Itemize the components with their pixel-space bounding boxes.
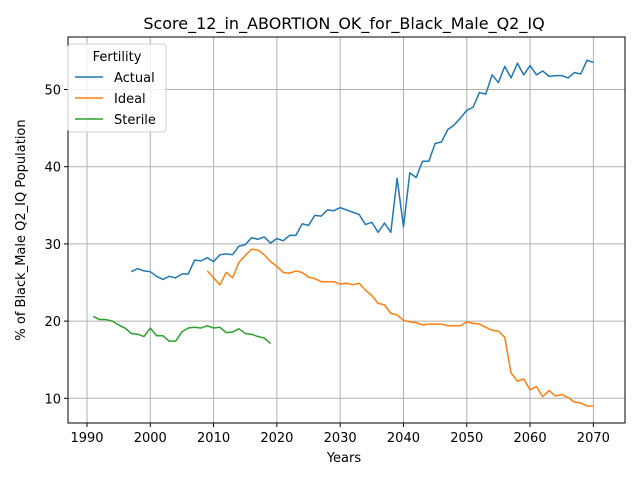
x-tick-label: 2020 — [260, 431, 293, 446]
x-axis-label: Years — [326, 451, 362, 466]
series-line-actual — [130, 59, 594, 281]
y-tick-label: 40 — [44, 161, 61, 176]
series-line-sterile — [92, 315, 272, 345]
plot-frame — [67, 36, 626, 424]
x-tick-label: 2070 — [577, 431, 610, 446]
x-tick-label: 2060 — [514, 431, 547, 446]
y-axis-label: % of Black_Male Q2_IQ Population — [14, 119, 29, 340]
series-lines — [92, 59, 594, 407]
chart-title: Score_12_in_ABORTION_OK_for_Black_Male_Q… — [143, 14, 544, 34]
x-tick-label: 2030 — [324, 431, 357, 446]
legend-label-ideal: Ideal — [114, 92, 146, 107]
y-tick-label: 30 — [44, 238, 61, 253]
legend-label-actual: Actual — [114, 71, 155, 86]
x-tick-label: 2000 — [134, 431, 167, 446]
legend-title: Fertility — [93, 50, 142, 65]
legend: Fertility Actual Ideal Sterile — [67, 43, 167, 133]
x-tick-label: 1990 — [70, 431, 103, 446]
y-tick-label: 10 — [44, 392, 61, 407]
legend-box — [67, 43, 167, 133]
legend-label-sterile: Sterile — [114, 113, 156, 128]
x-tick-label: 2050 — [450, 431, 483, 446]
series-line-ideal — [206, 248, 594, 407]
x-tick-label: 2010 — [197, 431, 230, 446]
y-tick-label: 50 — [44, 83, 61, 98]
y-axis-ticks: 10 20 30 40 50 — [44, 83, 68, 407]
grid-lines — [68, 37, 625, 423]
x-tick-label: 2040 — [387, 431, 420, 446]
x-axis-ticks: 1990 2000 2010 2020 2030 2040 2050 2060 2070 — [70, 423, 610, 446]
y-tick-label: 20 — [44, 315, 61, 330]
